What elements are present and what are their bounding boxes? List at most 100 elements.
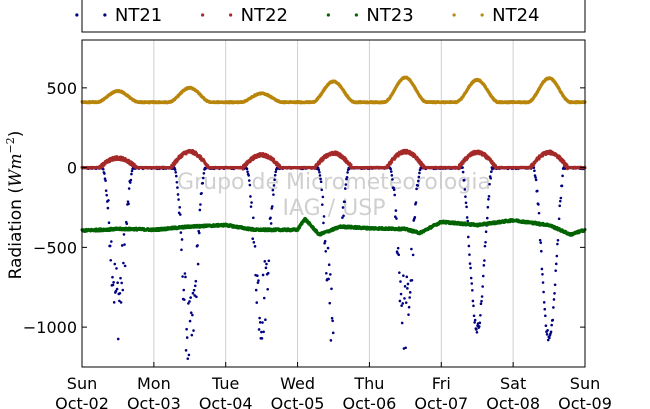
data-point: [543, 307, 547, 311]
legend-marker: [229, 13, 233, 17]
legend-marker: [354, 13, 358, 17]
data-point: [267, 259, 271, 263]
data-point: [480, 295, 484, 298]
data-point: [190, 333, 194, 337]
data-point: [256, 274, 259, 277]
data-point: [176, 186, 179, 189]
data-point: [404, 301, 408, 304]
data-point: [477, 325, 481, 328]
data-point: [183, 298, 186, 301]
data-point: [487, 195, 491, 198]
data-point: [485, 216, 489, 220]
data-point: [331, 331, 335, 335]
data-point: [558, 199, 562, 203]
watermark-line-1: Grupo de Micrometeorologia: [177, 170, 491, 195]
data-point: [397, 253, 401, 257]
data-point: [200, 192, 203, 195]
data-point: [413, 216, 417, 219]
data-point: [323, 241, 326, 245]
data-point: [249, 195, 252, 198]
data-point: [261, 321, 264, 324]
data-point: [399, 280, 402, 283]
data-point: [108, 244, 112, 248]
data-point: [542, 301, 546, 304]
data-point: [407, 313, 410, 316]
data-point: [123, 264, 127, 268]
legend-marker: [480, 13, 484, 17]
data-point: [394, 209, 398, 212]
data-point: [322, 221, 325, 225]
data-point: [555, 254, 559, 258]
data-point: [558, 204, 562, 208]
legend-label: NT21: [115, 5, 162, 26]
data-point: [325, 271, 328, 275]
data-point: [188, 319, 192, 323]
data-point: [104, 179, 107, 182]
data-point: [319, 177, 322, 181]
data-point: [122, 261, 125, 265]
data-point: [194, 279, 198, 283]
data-point: [115, 287, 119, 291]
data-point: [417, 175, 421, 179]
data-point: [122, 233, 126, 236]
data-point: [467, 235, 470, 239]
data-point: [549, 330, 553, 334]
data-point: [410, 278, 414, 282]
data-point: [398, 299, 402, 303]
data-point: [179, 231, 183, 234]
data-point: [540, 249, 543, 253]
data-point: [324, 249, 328, 253]
data-point: [403, 285, 407, 288]
data-point: [245, 167, 249, 171]
data-point: [318, 174, 322, 177]
data-point: [475, 328, 478, 331]
data-point: [251, 237, 255, 241]
data-point: [550, 323, 553, 327]
data-point: [128, 181, 132, 184]
data-point: [185, 336, 189, 339]
data-point: [552, 306, 555, 309]
data-point: [270, 205, 274, 208]
legend-label: NT22: [241, 5, 288, 26]
data-point: [254, 288, 258, 292]
data-point: [468, 253, 471, 256]
legend-entry: NT21: [75, 5, 162, 26]
data-point: [389, 167, 393, 171]
data-point: [540, 267, 544, 271]
data-point: [404, 346, 407, 350]
data-point: [201, 181, 205, 185]
data-point: [329, 339, 333, 342]
data-point: [556, 238, 560, 242]
data-point: [127, 187, 131, 190]
data-point: [559, 196, 563, 200]
data-point: [258, 316, 261, 320]
data-point: [201, 176, 205, 180]
data-point: [111, 275, 114, 279]
data-point: [263, 260, 267, 263]
data-point: [264, 318, 267, 322]
data-point: [120, 244, 124, 247]
data-point: [182, 288, 186, 292]
data-point: [479, 302, 483, 306]
data-point: [173, 168, 177, 171]
data-point: [465, 216, 469, 219]
data-point: [247, 179, 251, 182]
data-point: [463, 188, 467, 191]
data-point: [390, 174, 394, 177]
data-point: [255, 301, 259, 304]
data-point: [546, 338, 550, 342]
data-point: [345, 175, 349, 179]
data-point: [262, 296, 266, 300]
data-point: [196, 262, 200, 266]
data-point: [114, 289, 118, 293]
data-point: [181, 275, 184, 278]
data-point: [471, 299, 475, 303]
data-point: [406, 282, 410, 286]
data-point: [320, 188, 324, 192]
data-point: [193, 284, 197, 288]
data-point: [546, 329, 549, 332]
data-point: [192, 288, 196, 292]
data-point: [557, 217, 561, 221]
data-point: [273, 173, 277, 177]
data-point: [537, 203, 540, 206]
